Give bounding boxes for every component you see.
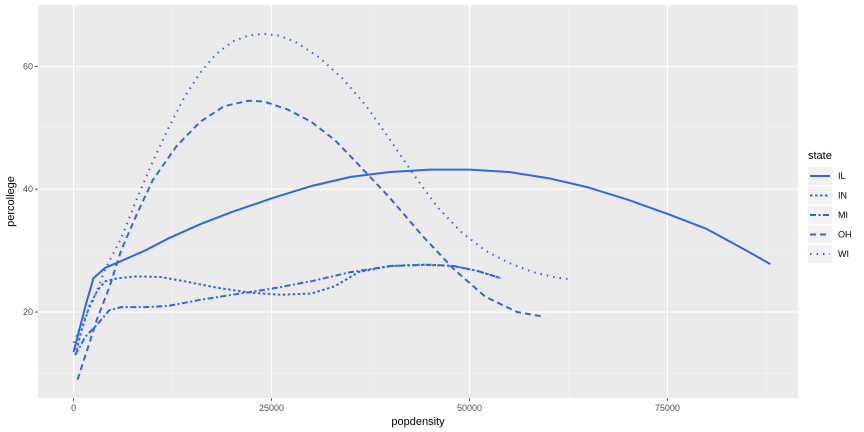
axis-tick-labels: 0 25000 50000 75000 20 40 60 bbox=[23, 61, 680, 413]
x-tick-label: 75000 bbox=[655, 403, 680, 413]
legend-label-wi: WI bbox=[838, 249, 849, 259]
x-axis-title: popdensity bbox=[391, 416, 445, 428]
series-line-in bbox=[74, 263, 502, 356]
series-lines bbox=[72, 32, 771, 380]
legend-label-il: IL bbox=[838, 171, 846, 181]
x-tick-label: 25000 bbox=[259, 403, 284, 413]
y-axis-title: percollege bbox=[5, 176, 17, 227]
x-tick-label: 50000 bbox=[457, 403, 482, 413]
y-tick-label: 40 bbox=[23, 184, 33, 194]
y-tick-label: 60 bbox=[23, 61, 33, 71]
legend-label-mi: MI bbox=[838, 210, 848, 220]
legend-key-wi bbox=[808, 245, 832, 263]
legend-label-oh: OH bbox=[838, 230, 852, 240]
axis-ticks bbox=[35, 66, 668, 401]
legend-label-in: IN bbox=[838, 191, 847, 201]
minor-gridlines bbox=[38, 4, 798, 398]
major-gridlines bbox=[38, 5, 798, 398]
series-line-il bbox=[72, 168, 771, 353]
plot-panel bbox=[38, 5, 798, 398]
x-tick-label: 0 bbox=[71, 403, 76, 413]
legend-title: state bbox=[808, 150, 832, 162]
legend: state IL IN MI OH WI bbox=[808, 150, 852, 263]
series-line-wi bbox=[72, 32, 573, 344]
y-tick-label: 20 bbox=[23, 307, 33, 317]
series-line-oh bbox=[76, 99, 545, 380]
